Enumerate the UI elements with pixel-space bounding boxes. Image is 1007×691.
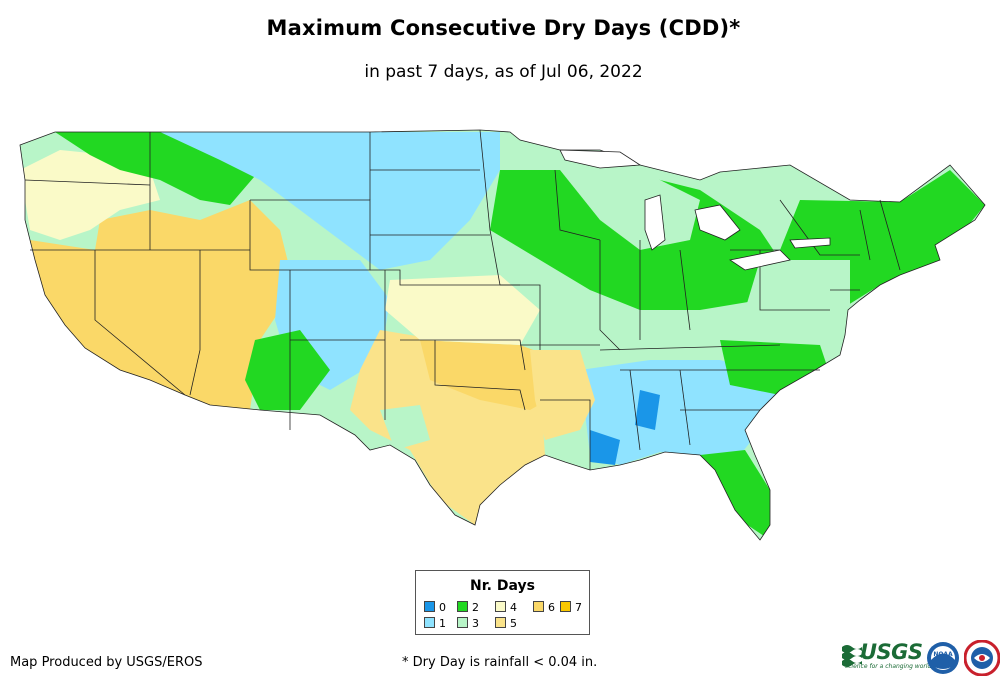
legend-swatch-7 — [560, 601, 571, 612]
legend-label-7: 7 — [575, 601, 582, 614]
legend-label-5: 5 — [510, 617, 517, 630]
region-0-days-gulf — [590, 430, 620, 465]
region-6-days-oklahoma — [420, 340, 565, 410]
usgs-logo-text: USGS — [860, 640, 923, 664]
legend-item-7: 7 — [560, 601, 582, 615]
legend-item-1: 1 — [424, 617, 446, 631]
legend-item-4: 4 — [495, 601, 517, 615]
legend-swatch-3 — [457, 617, 468, 628]
great-lakes — [559, 149, 831, 271]
agency-logos: USGS science for a changing world NOAA — [842, 640, 1002, 680]
legend-label-6: 6 — [548, 601, 555, 614]
legend-box: Nr. Days 0 1 2 3 4 5 6 7 — [415, 570, 590, 635]
legend-swatch-1 — [424, 617, 435, 628]
legend-item-6: 6 — [533, 601, 555, 615]
cdd-regions — [20, 132, 985, 540]
usgs-wave-icon — [842, 645, 862, 667]
dry-day-footnote: * Dry Day is rainfall < 0.04 in. — [402, 655, 598, 670]
legend-item-5: 5 — [495, 617, 517, 631]
region-2-days-florida — [700, 450, 770, 540]
noaa-logo-icon: NOAA — [927, 642, 959, 674]
legend-swatch-5 — [495, 617, 506, 628]
map-area — [0, 110, 1007, 550]
conus-map — [19, 129, 986, 541]
region-1-day-north-plains — [160, 132, 500, 270]
nws-logo-icon — [964, 640, 1000, 676]
noaa-logo-label: NOAA — [933, 651, 953, 658]
legend-swatch-0 — [424, 601, 435, 612]
region-3-days-great-lakes — [560, 170, 700, 250]
legend-title: Nr. Days — [470, 578, 535, 594]
legend-item-3: 3 — [457, 617, 479, 631]
region-5-days-arkansas — [530, 350, 595, 440]
legend-item-2: 2 — [457, 601, 479, 615]
legend-label-3: 3 — [472, 617, 479, 630]
legend-item-0: 0 — [424, 601, 446, 615]
legend-label-1: 1 — [439, 617, 446, 630]
legend-swatch-4 — [495, 601, 506, 612]
map-title: Maximum Consecutive Dry Days (CDD)* — [266, 16, 741, 40]
region-2-days-southwest — [245, 330, 330, 410]
legend-swatch-6 — [533, 601, 544, 612]
region-4-days-northwest — [20, 150, 160, 240]
legend-label-2: 2 — [472, 601, 479, 614]
legend-label-0: 0 — [439, 601, 446, 614]
region-0-days-alabama — [635, 390, 660, 430]
usgs-tagline: science for a changing world — [845, 663, 932, 670]
region-3-days-texas-spot — [380, 405, 430, 450]
legend-items: 0 1 2 3 4 5 6 7 — [422, 601, 587, 631]
legend-label-4: 4 — [510, 601, 517, 614]
map-credit: Map Produced by USGS/EROS — [10, 655, 203, 670]
region-4-days-kansas — [385, 275, 540, 345]
legend-swatch-2 — [457, 601, 468, 612]
map-subtitle: in past 7 days, as of Jul 06, 2022 — [364, 62, 643, 82]
state-boundaries — [19, 129, 986, 541]
